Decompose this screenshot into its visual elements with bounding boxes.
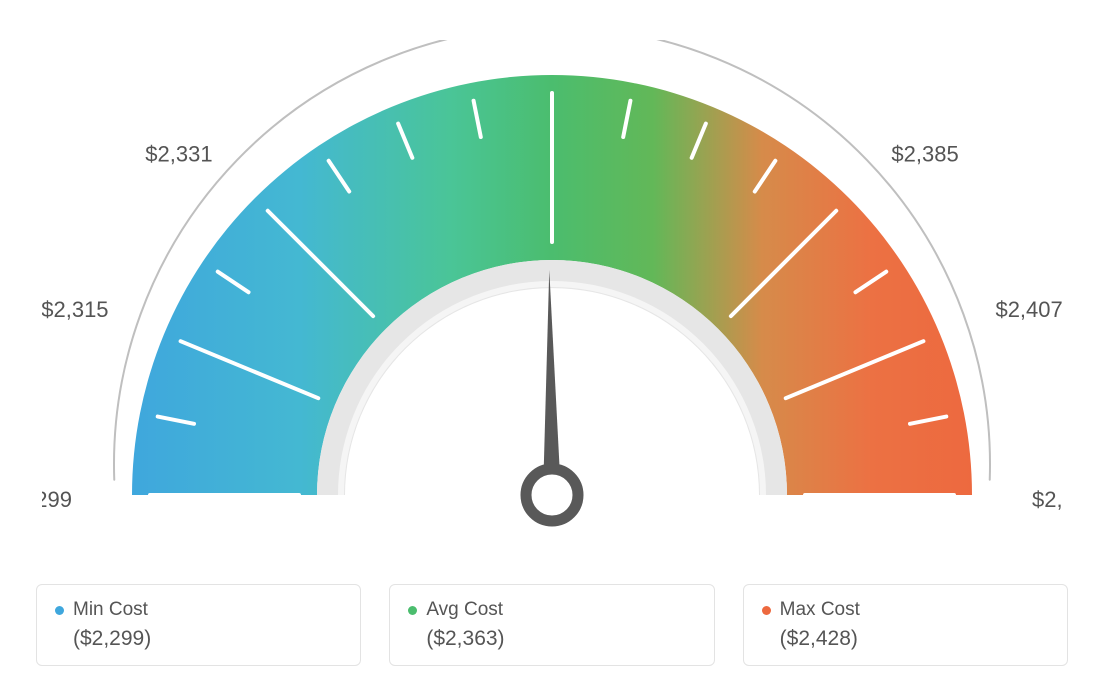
avg-cost-card: Avg Cost ($2,363) (389, 584, 714, 666)
max-cost-value: ($2,428) (780, 627, 1049, 651)
avg-cost-title-row: Avg Cost (408, 599, 695, 621)
max-cost-title: Max Cost (780, 599, 860, 621)
avg-cost-title: Avg Cost (426, 599, 503, 621)
avg-cost-value: ($2,363) (426, 627, 695, 651)
gauge-tick-label: $2,428 (1032, 487, 1062, 512)
min-cost-title-row: Min Cost (55, 599, 342, 621)
max-dot-icon (762, 606, 771, 615)
avg-dot-icon (408, 606, 417, 615)
gauge-tick-label: $2,299 (42, 487, 72, 512)
min-cost-card: Min Cost ($2,299) (36, 584, 361, 666)
min-dot-icon (55, 606, 64, 615)
max-cost-title-row: Max Cost (762, 599, 1049, 621)
gauge-tick-label: $2,385 (891, 141, 958, 166)
min-cost-title: Min Cost (73, 599, 148, 621)
min-cost-value: ($2,299) (73, 627, 342, 651)
gauge-area: $2,299$2,315$2,331$2,363$2,385$2,407$2,4… (0, 0, 1104, 560)
gauge-tick-label: $2,331 (145, 141, 212, 166)
summary-cards: Min Cost ($2,299) Avg Cost ($2,363) Max … (36, 584, 1068, 666)
gauge-chart-container: $2,299$2,315$2,331$2,363$2,385$2,407$2,4… (0, 0, 1104, 690)
max-cost-card: Max Cost ($2,428) (743, 584, 1068, 666)
gauge-tick-label: $2,407 (995, 297, 1062, 322)
gauge-tick-label: $2,315 (42, 297, 109, 322)
gauge-svg: $2,299$2,315$2,331$2,363$2,385$2,407$2,4… (42, 40, 1062, 570)
